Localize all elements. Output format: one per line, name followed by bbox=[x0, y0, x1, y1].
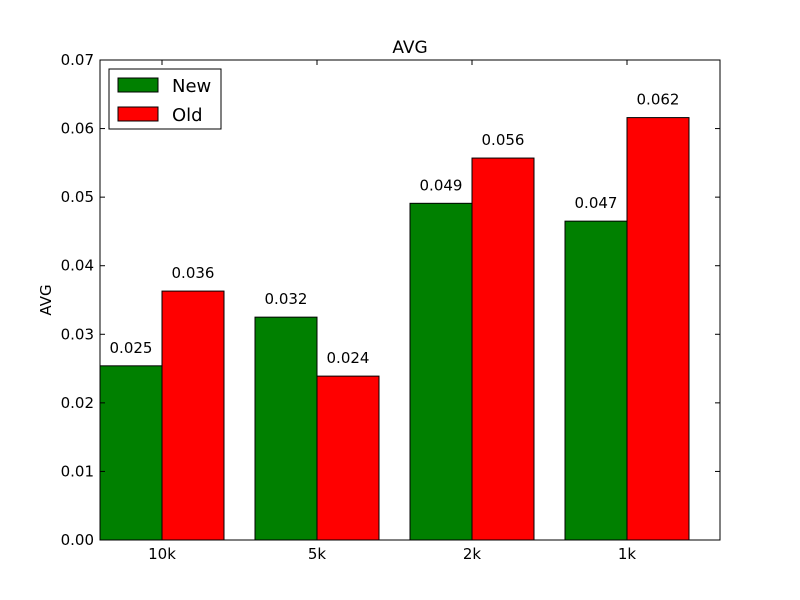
x-tick-label-1k: 1k bbox=[618, 545, 637, 563]
bar-old-5k bbox=[316, 375, 380, 541]
bars-layer bbox=[99, 117, 690, 541]
legend: New Old bbox=[108, 68, 222, 130]
x-tick-label-2k: 2k bbox=[463, 545, 482, 563]
bar-value-label-new-2k: 0.049 bbox=[420, 176, 463, 194]
chart-title: AVG bbox=[392, 38, 427, 58]
bar-new-1k bbox=[564, 220, 628, 541]
bar-value-label-old-2k: 0.056 bbox=[482, 131, 525, 149]
bar-value-label-new-5k: 0.032 bbox=[265, 290, 308, 308]
y-tick-label: 0.04 bbox=[61, 257, 94, 275]
bar-value-label-old-10k: 0.036 bbox=[172, 264, 215, 282]
bar-labels-layer: 0.025 0.036 0.032 0.024 0.049 0.056 0.047 0.062 bbox=[110, 91, 680, 368]
x-tick-label-5k: 5k bbox=[308, 545, 327, 563]
bar-value-label-old-1k: 0.062 bbox=[637, 91, 680, 109]
bar-value-label-new-10k: 0.025 bbox=[110, 339, 153, 357]
y-tick-label: 0.06 bbox=[61, 120, 94, 138]
y-tick-label: 0.05 bbox=[61, 188, 94, 206]
bar-new-10k bbox=[99, 365, 163, 541]
y-axis: 0.00 0.01 0.02 0.03 0.04 0.05 0.06 0.07 bbox=[61, 51, 720, 549]
legend-label-new: New bbox=[172, 76, 211, 97]
legend-label-old: Old bbox=[172, 105, 203, 126]
y-tick-label: 0.02 bbox=[61, 394, 94, 412]
bar-new-2k bbox=[409, 202, 473, 541]
bar-new-5k bbox=[254, 316, 318, 541]
bar-value-label-old-5k: 0.024 bbox=[327, 349, 370, 367]
bar-old-1k bbox=[626, 117, 690, 541]
plot-frame bbox=[99, 59, 721, 541]
y-tick-label: 0.03 bbox=[61, 325, 94, 343]
y-axis-label: AVG bbox=[37, 284, 55, 315]
bar-old-10k bbox=[161, 290, 225, 541]
bar-old-2k bbox=[471, 157, 535, 541]
y-tick-label: 0.07 bbox=[61, 51, 94, 69]
x-axis: 10k 5k 2k 1k bbox=[148, 60, 636, 563]
x-tick-label-10k: 10k bbox=[148, 545, 176, 563]
y-tick-label: 0.01 bbox=[61, 462, 94, 480]
y-tick-label: 0.00 bbox=[61, 531, 94, 549]
legend-swatch-new bbox=[117, 77, 159, 93]
bar-value-label-new-1k: 0.047 bbox=[575, 194, 618, 212]
legend-swatch-old bbox=[117, 106, 159, 122]
